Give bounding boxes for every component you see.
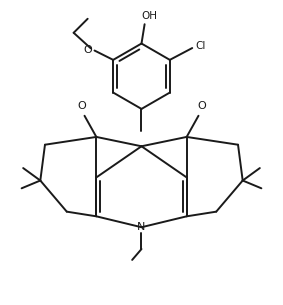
Text: OH: OH bbox=[141, 11, 157, 21]
Text: O: O bbox=[197, 101, 206, 111]
Text: O: O bbox=[77, 101, 86, 111]
Text: O: O bbox=[83, 45, 92, 55]
Text: N: N bbox=[137, 222, 146, 232]
Text: Cl: Cl bbox=[195, 41, 206, 51]
